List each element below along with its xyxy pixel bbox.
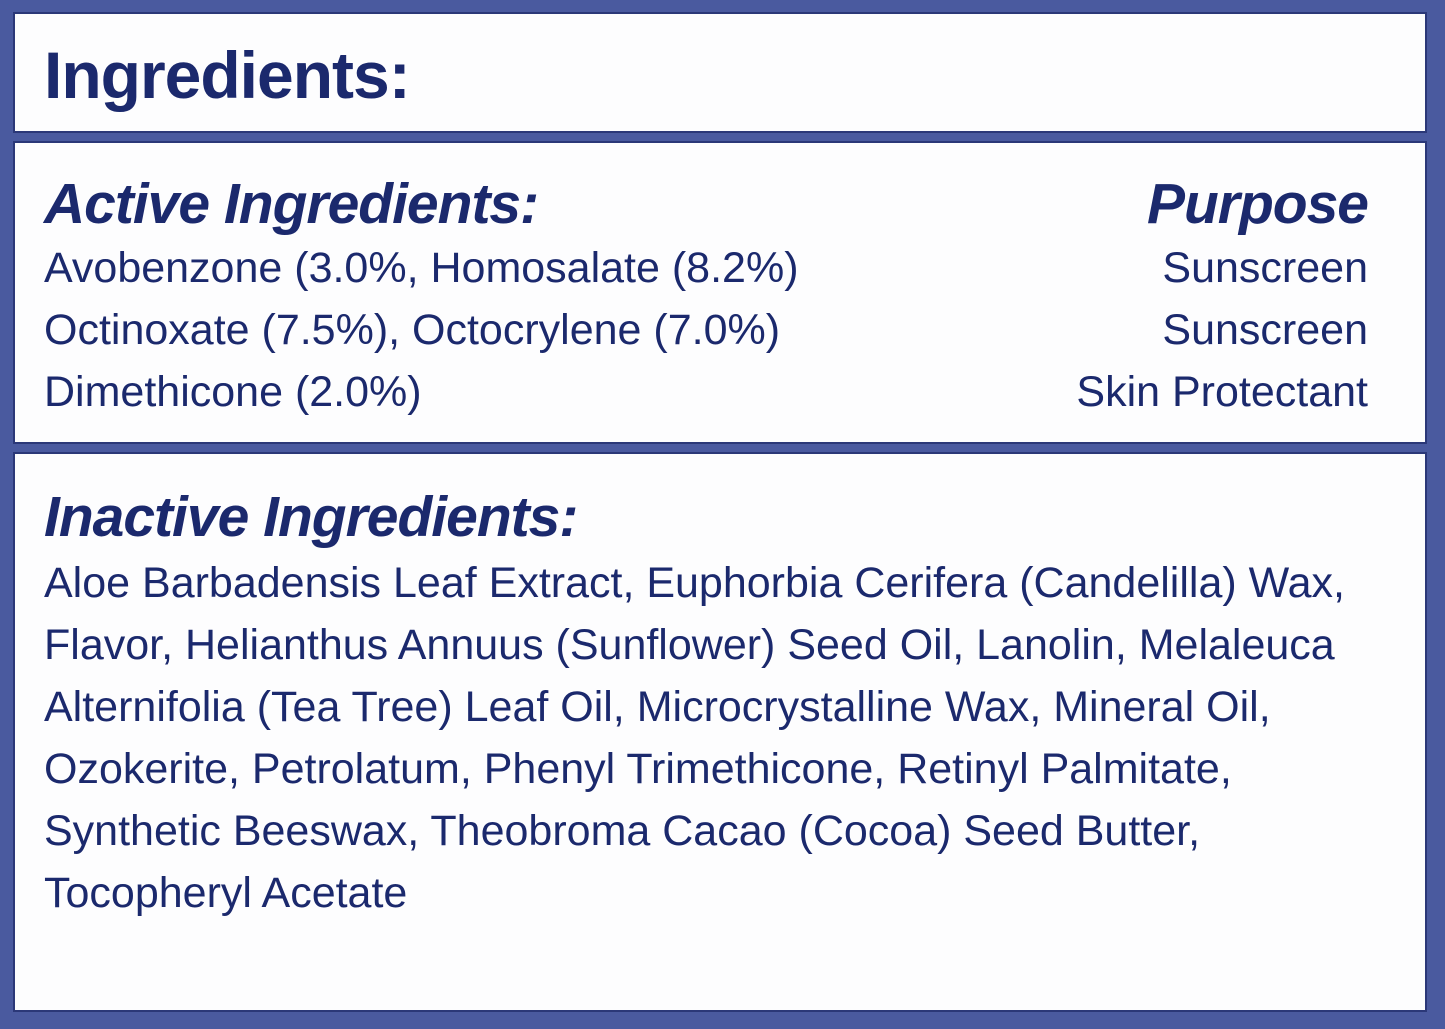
ingredients-header-section: Ingredients: — [13, 12, 1427, 133]
active-ingredient-name: Dimethicone (2.0%) — [44, 368, 422, 416]
active-ingredient-purpose: Sunscreen — [1162, 244, 1368, 292]
active-ingredient-purpose: Skin Protectant — [1076, 368, 1368, 416]
purpose-heading: Purpose — [1146, 172, 1369, 236]
active-ingredients-heading: Active Ingredients: — [44, 172, 539, 236]
active-ingredient-row: Dimethicone (2.0%) Skin Protectant — [44, 361, 1368, 423]
active-ingredients-header-row: Active Ingredients: Purpose — [44, 171, 1369, 237]
active-ingredient-purpose: Sunscreen — [1162, 306, 1368, 354]
inactive-ingredients-heading: Inactive Ingredients: — [44, 485, 578, 549]
active-ingredient-row: Octinoxate (7.5%), Octocrylene (7.0%) Su… — [44, 299, 1368, 361]
inactive-ingredients-text: Aloe Barbadensis Leaf Extract, Euphorbia… — [44, 559, 1345, 917]
active-ingredient-name: Octinoxate (7.5%), Octocrylene (7.0%) — [44, 306, 781, 354]
page-title: Ingredients: — [44, 37, 411, 112]
active-ingredient-row: Avobenzone (3.0%, Homosalate (8.2%) Suns… — [44, 237, 1368, 299]
inactive-ingredients-section: Inactive Ingredients: Aloe Barbadensis L… — [13, 452, 1427, 1012]
active-ingredient-name: Avobenzone (3.0%, Homosalate (8.2%) — [44, 244, 799, 292]
active-ingredients-section: Active Ingredients: Purpose Avobenzone (… — [13, 141, 1427, 444]
